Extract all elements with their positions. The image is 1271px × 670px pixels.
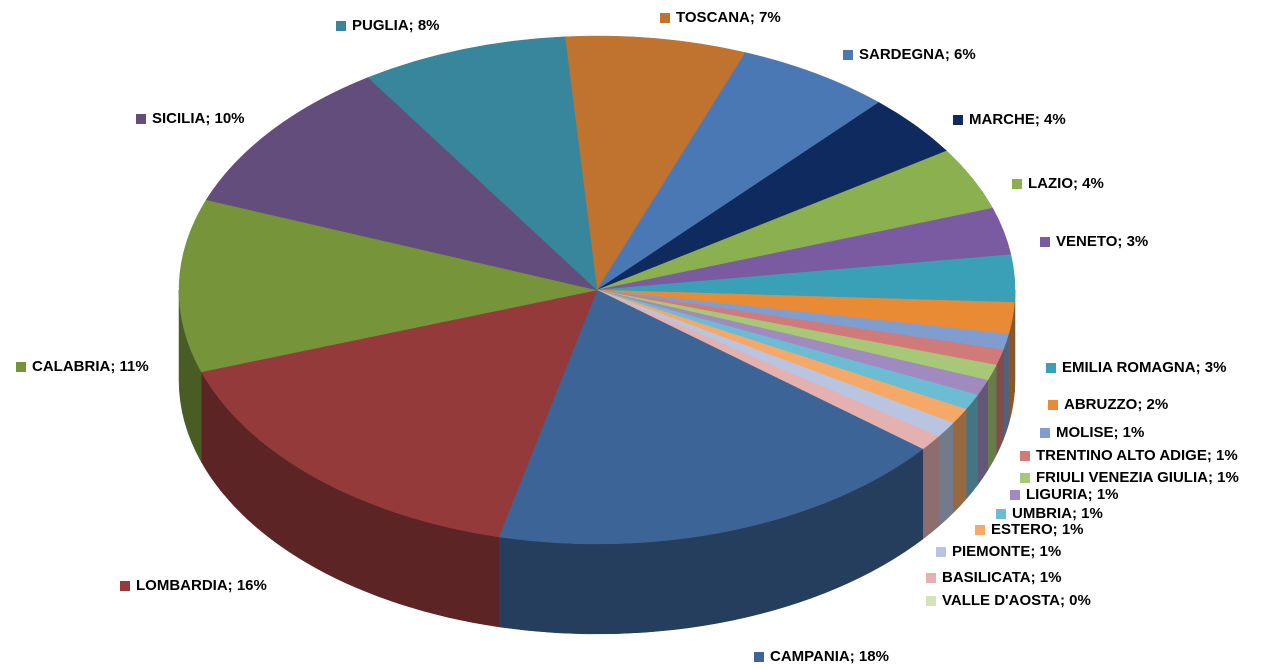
legend-marker	[936, 547, 946, 557]
pie-side	[996, 349, 1004, 456]
data-label: CAMPANIA; 18%	[770, 648, 889, 665]
legend-marker	[120, 581, 130, 591]
pie-slice	[564, 35, 746, 291]
data-label: LIGURIA; 1%	[1026, 486, 1119, 503]
data-label: PIEMONTE; 1%	[952, 543, 1061, 560]
data-label: ESTERO; 1%	[991, 521, 1084, 538]
legend-marker	[1012, 179, 1022, 189]
pie-slice	[498, 289, 924, 545]
legend-marker	[136, 114, 146, 124]
pie-side	[952, 408, 967, 514]
data-label: UMBRIA; 1%	[1012, 505, 1103, 522]
pie-slice	[200, 289, 598, 538]
legend-marker	[1046, 363, 1056, 373]
pie-side	[922, 435, 939, 540]
pie-slice	[178, 199, 598, 373]
data-label: BASILICATA; 1%	[942, 569, 1061, 586]
data-label: LAZIO; 4%	[1028, 175, 1104, 192]
legend-marker	[953, 115, 963, 125]
pie-side	[965, 394, 978, 500]
data-label: SICILIA; 10%	[152, 110, 245, 127]
data-label: ABRUZZO; 2%	[1064, 396, 1168, 413]
data-label: MARCHE; 4%	[969, 111, 1066, 128]
data-label: TRENTINO ALTO ADIGE; 1%	[1036, 447, 1238, 464]
legend-marker	[1020, 451, 1030, 461]
legend-marker	[336, 21, 346, 31]
data-label: VENETO; 3%	[1056, 233, 1148, 250]
legend-marker	[1010, 490, 1020, 500]
legend-marker	[16, 362, 26, 372]
pie-slice	[596, 52, 880, 291]
data-label: SARDEGNA; 6%	[859, 46, 976, 63]
pie-slice	[367, 36, 598, 291]
legend-marker	[1040, 237, 1050, 247]
legend-marker	[975, 525, 985, 535]
legend-marker	[996, 509, 1006, 519]
pie-side	[977, 379, 989, 486]
data-label: TOSCANA; 7%	[676, 9, 781, 26]
legend-marker	[660, 13, 670, 23]
data-label: CALABRIA; 11%	[32, 358, 149, 375]
pie-slice	[205, 77, 598, 291]
legend-marker	[926, 573, 936, 583]
data-label: PUGLIA; 8%	[352, 17, 440, 34]
pie-side	[987, 364, 997, 472]
data-label: FRIULI VENEZIA GIULIA; 1%	[1036, 469, 1239, 486]
data-label: EMILIA ROMAGNA; 3%	[1062, 359, 1226, 376]
legend-marker	[926, 596, 936, 606]
data-label: MOLISE; 1%	[1056, 424, 1144, 441]
legend-marker	[754, 652, 764, 662]
legend-marker	[843, 50, 853, 60]
legend-marker	[1040, 428, 1050, 438]
legend-marker	[1020, 473, 1030, 483]
legend-marker	[1048, 400, 1058, 410]
pie-side	[938, 422, 954, 527]
pie-side	[1003, 334, 1009, 440]
data-label: VALLE D'AOSTA; 0%	[942, 592, 1091, 609]
data-label: LOMBARDIA; 16%	[136, 577, 267, 594]
